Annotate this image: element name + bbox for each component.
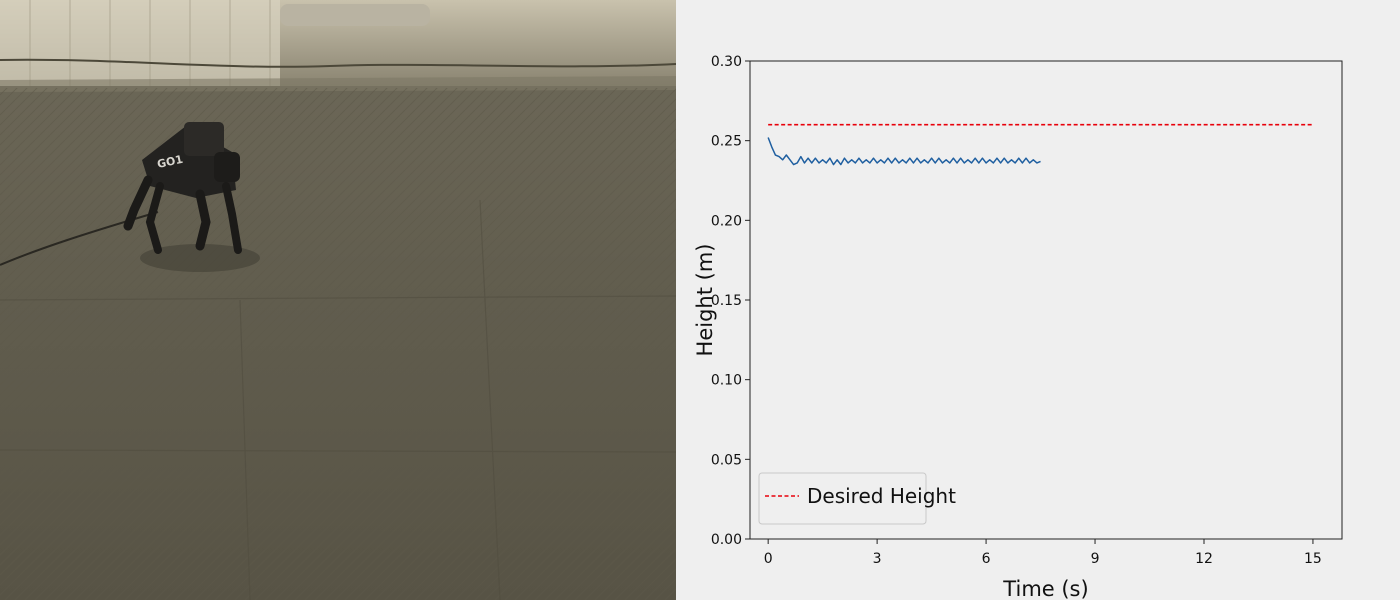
plot-area bbox=[749, 60, 1343, 540]
x-tick-label: 9 bbox=[1091, 551, 1100, 567]
x-tick-label: 6 bbox=[982, 551, 991, 567]
legend-label-desired-height: Desired Height bbox=[807, 484, 956, 508]
legend-box bbox=[758, 472, 927, 525]
robot-label: GO1 bbox=[156, 153, 184, 171]
y-tick-label: 0.00 bbox=[711, 532, 742, 548]
y-tick-label: 0.10 bbox=[711, 373, 742, 389]
robot-photo: GO1 bbox=[0, 0, 676, 600]
chart-panel: 0.00 0.05 0.10 0.15 0.20 0.25 0.30 0 3 6 9 12 15 Ti… bbox=[676, 0, 1400, 600]
y-tick-label: 0.25 bbox=[711, 134, 742, 150]
x-tick-label: 12 bbox=[1195, 551, 1213, 567]
y-tick-label: 0.20 bbox=[711, 213, 742, 229]
series-layer bbox=[767, 123, 1313, 166]
x-tick-label: 3 bbox=[873, 551, 882, 567]
height-chart: 0.00 0.05 0.10 0.15 0.20 0.25 0.30 0 3 6 9 12 15 Ti… bbox=[693, 54, 1343, 600]
x-axis-title: Time (s) bbox=[1002, 577, 1088, 600]
robot-dog-icon: GO1 bbox=[123, 122, 242, 254]
y-axis: 0.00 0.05 0.10 0.15 0.20 0.25 0.30 bbox=[711, 54, 750, 548]
y-tick-label: 0.15 bbox=[711, 293, 742, 309]
x-tick-label: 0 bbox=[764, 551, 773, 567]
x-axis: 0 3 6 9 12 15 bbox=[764, 539, 1322, 567]
robot-photo-illustration: GO1 bbox=[0, 0, 676, 600]
y-tick-label: 0.30 bbox=[711, 54, 742, 70]
legend: Desired Height bbox=[758, 472, 956, 525]
y-axis-title: Height (m) bbox=[693, 244, 717, 357]
series-measured-height-line bbox=[767, 137, 1041, 166]
x-tick-label: 15 bbox=[1304, 551, 1322, 567]
y-tick-label: 0.05 bbox=[711, 452, 742, 468]
